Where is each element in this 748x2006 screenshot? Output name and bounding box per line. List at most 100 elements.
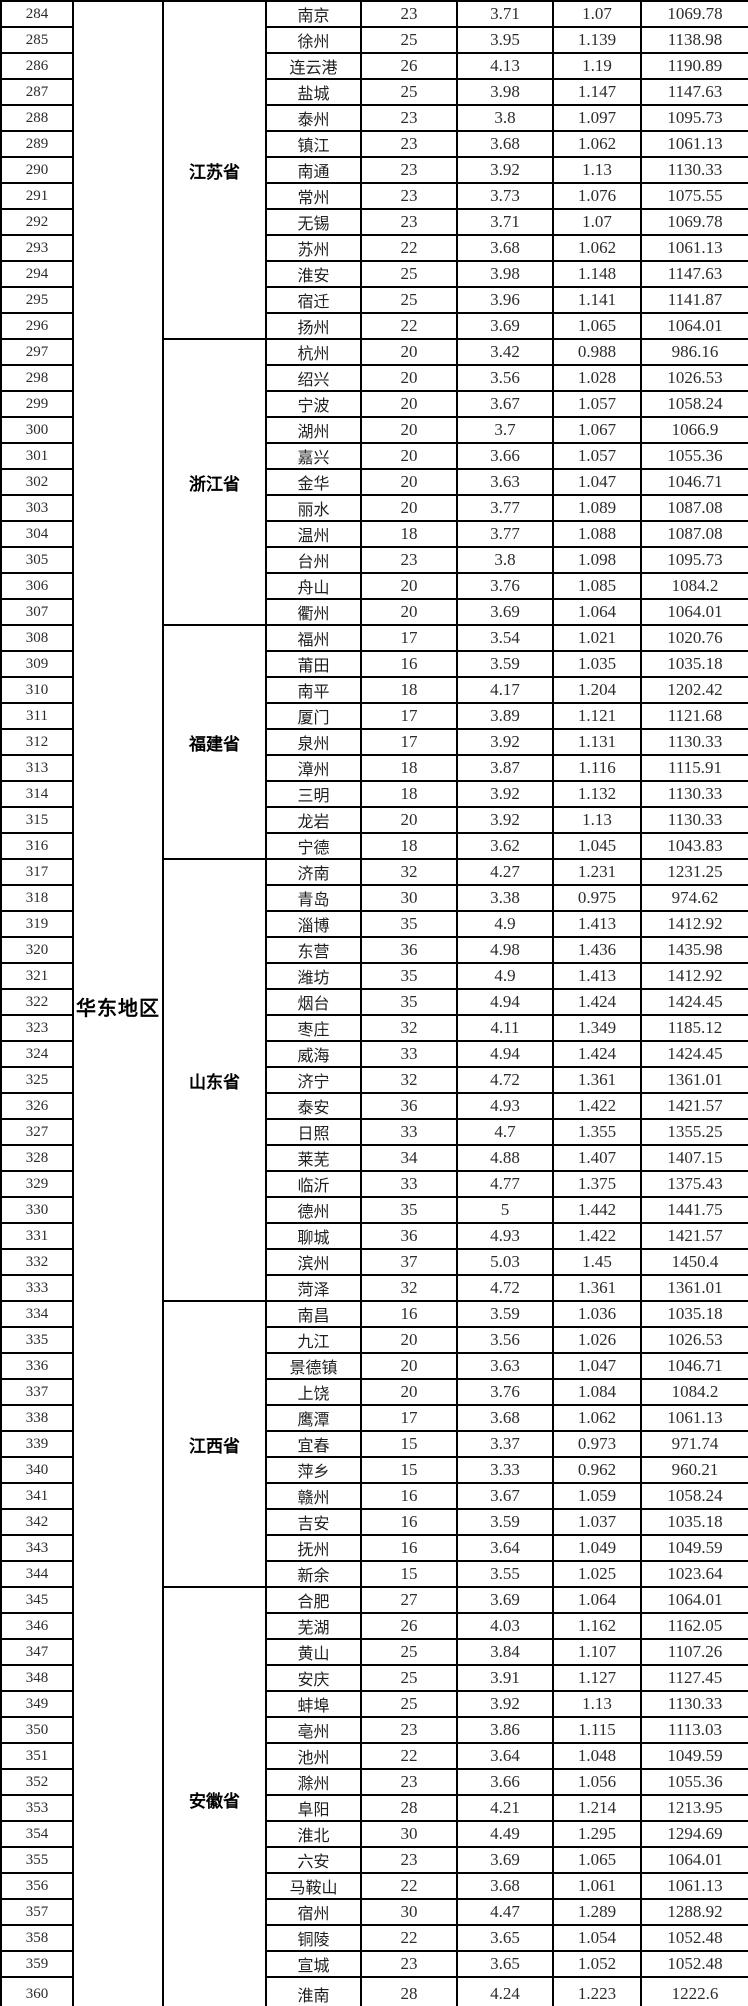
value-cell: 3.69: [456, 312, 554, 340]
value-cell: 22: [360, 1742, 458, 1770]
value-cell: 1424.45: [640, 1040, 748, 1068]
value-cell: 4.47: [456, 1898, 554, 1926]
value-cell: 4.9: [456, 910, 554, 938]
row-number-cell: 323: [0, 1014, 74, 1042]
value-cell: 3.64: [456, 1742, 554, 1770]
table-row: 296 扬州 22 3.69 1.065 1064.01: [0, 312, 748, 340]
table-row: 326 泰安 36 4.93 1.422 1421.57: [0, 1092, 748, 1120]
table-row: 286 连云港 26 4.13 1.19 1190.89: [0, 52, 748, 80]
value-cell: 1.045: [552, 832, 642, 860]
city-cell: 鹰潭: [265, 1404, 362, 1432]
value-cell: 1069.78: [640, 208, 748, 236]
city-cell: 绍兴: [265, 364, 362, 392]
value-cell: 1127.45: [640, 1664, 748, 1692]
row-number-cell: 345: [0, 1586, 74, 1614]
value-cell: 1.025: [552, 1560, 642, 1588]
value-cell: 1.037: [552, 1508, 642, 1536]
value-cell: 4.77: [456, 1170, 554, 1198]
province-cell: 江苏省: [162, 0, 267, 340]
value-cell: 22: [360, 312, 458, 340]
value-cell: 5: [456, 1196, 554, 1224]
value-cell: 1046.71: [640, 1352, 748, 1380]
value-cell: 34: [360, 1144, 458, 1172]
value-cell: 1055.36: [640, 1768, 748, 1796]
value-cell: 35: [360, 988, 458, 1016]
value-cell: 18: [360, 832, 458, 860]
value-cell: 15: [360, 1456, 458, 1484]
value-cell: 32: [360, 1066, 458, 1094]
value-cell: 1.059: [552, 1482, 642, 1510]
row-number-cell: 286: [0, 52, 74, 80]
value-cell: 20: [360, 1352, 458, 1380]
value-cell: 1087.08: [640, 494, 748, 522]
city-cell: 蚌埠: [265, 1690, 362, 1718]
value-cell: 1.07: [552, 0, 642, 28]
value-cell: 23: [360, 156, 458, 184]
table-row: 324 威海 33 4.94 1.424 1424.45: [0, 1040, 748, 1068]
table-row: 343 抚州 16 3.64 1.049 1049.59: [0, 1534, 748, 1562]
row-number-cell: 354: [0, 1820, 74, 1848]
value-cell: 20: [360, 442, 458, 470]
value-cell: 1.047: [552, 1352, 642, 1380]
city-cell: 淄博: [265, 910, 362, 938]
value-cell: 35: [360, 910, 458, 938]
value-cell: 3.95: [456, 26, 554, 54]
row-number-cell: 293: [0, 234, 74, 262]
row-number-cell: 299: [0, 390, 74, 418]
table-row: 357 宿州 30 4.47 1.289 1288.92: [0, 1898, 748, 1926]
value-cell: 4.94: [456, 988, 554, 1016]
value-cell: 1061.13: [640, 1872, 748, 1900]
value-cell: 4.93: [456, 1222, 554, 1250]
row-number-cell: 306: [0, 572, 74, 600]
row-number-cell: 360: [0, 1976, 74, 2006]
value-cell: 32: [360, 1274, 458, 1302]
value-cell: 18: [360, 676, 458, 704]
value-cell: 1.148: [552, 260, 642, 288]
value-cell: 25: [360, 78, 458, 106]
table-row: 297 浙江省 杭州 20 3.42 0.988 986.16: [0, 338, 748, 626]
value-cell: 3.68: [456, 130, 554, 158]
value-cell: 3.8: [456, 104, 554, 132]
value-cell: 1.064: [552, 598, 642, 626]
row-number-cell: 332: [0, 1248, 74, 1276]
city-cell: 宜春: [265, 1430, 362, 1458]
value-cell: 4.72: [456, 1274, 554, 1302]
city-cell: 南京: [265, 0, 362, 28]
value-cell: 3.66: [456, 1768, 554, 1796]
row-number-cell: 359: [0, 1950, 74, 1978]
value-cell: 3.68: [456, 234, 554, 262]
city-cell: 淮南: [265, 1976, 362, 2006]
row-number-cell: 341: [0, 1482, 74, 1510]
value-cell: 1058.24: [640, 1482, 748, 1510]
city-cell: 淮安: [265, 260, 362, 288]
value-cell: 20: [360, 468, 458, 496]
value-cell: 1.089: [552, 494, 642, 522]
row-number-cell: 312: [0, 728, 74, 756]
row-number-cell: 350: [0, 1716, 74, 1744]
table-row: 300 湖州 20 3.7 1.067 1066.9: [0, 416, 748, 444]
value-cell: 1.442: [552, 1196, 642, 1224]
value-cell: 1.45: [552, 1248, 642, 1276]
city-cell: 德州: [265, 1196, 362, 1224]
table-row: 285 徐州 25 3.95 1.139 1138.98: [0, 26, 748, 54]
value-cell: 3.71: [456, 208, 554, 236]
city-cell: 厦门: [265, 702, 362, 730]
value-cell: 1375.43: [640, 1170, 748, 1198]
value-cell: 18: [360, 520, 458, 548]
table-row: 303 丽水 20 3.77 1.089 1087.08: [0, 494, 748, 522]
table-row: 337 上饶 20 3.76 1.084 1084.2: [0, 1378, 748, 1406]
value-cell: 1.13: [552, 806, 642, 834]
value-cell: 1052.48: [640, 1950, 748, 1978]
value-cell: 1.424: [552, 988, 642, 1016]
row-number-cell: 335: [0, 1326, 74, 1354]
value-cell: 3.63: [456, 1352, 554, 1380]
table-row: 307 衢州 20 3.69 1.064 1064.01: [0, 598, 748, 626]
value-cell: 20: [360, 416, 458, 444]
table-row: 336 景德镇 20 3.63 1.047 1046.71: [0, 1352, 748, 1380]
row-number-cell: 352: [0, 1768, 74, 1796]
value-cell: 1058.24: [640, 390, 748, 418]
value-cell: 1.407: [552, 1144, 642, 1172]
value-cell: 23: [360, 208, 458, 236]
value-cell: 3.69: [456, 1846, 554, 1874]
value-cell: 17: [360, 702, 458, 730]
